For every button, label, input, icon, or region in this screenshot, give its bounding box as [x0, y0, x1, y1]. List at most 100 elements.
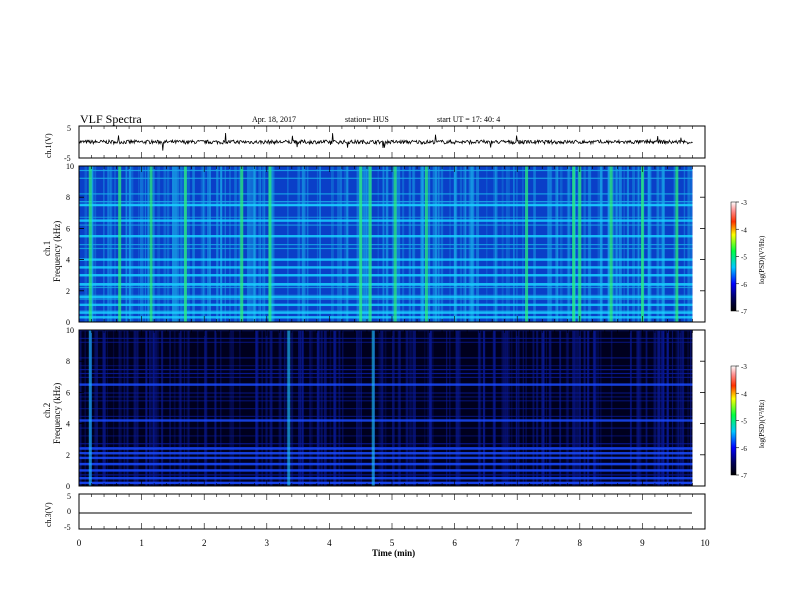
spectrogram-noise-column [660, 166, 663, 322]
spectrogram-noise-column [492, 330, 494, 486]
spectrogram-noise-column [94, 166, 97, 322]
x-tick-label: 9 [640, 538, 645, 548]
spectrogram-texture [79, 427, 693, 429]
spectrogram-texture [79, 400, 693, 402]
spectrogram-bright-column [287, 330, 291, 486]
ch2-colorbar-label: log(PSD)(V²/Hz) [758, 399, 766, 448]
spectrogram-noise-column [265, 330, 268, 486]
spectrogram-texture [79, 396, 693, 398]
spectrogram-noise-column [566, 166, 570, 322]
spectrogram-ytick-label: 4 [66, 420, 70, 429]
spectrogram-noise-column [297, 166, 301, 322]
spectrogram-band [79, 219, 693, 222]
spectrogram-noise-column [413, 330, 416, 486]
spectrogram-noise-column [173, 330, 176, 486]
spectrogram-noise-column [687, 330, 689, 486]
x-tick-label: 1 [139, 538, 144, 548]
x-tick-label: 7 [515, 538, 520, 548]
spectrogram-noise-column [458, 330, 461, 486]
spectrogram-noise-column [421, 166, 424, 322]
spectrogram-noise-column [671, 330, 674, 486]
ch1-spectrogram-ylabel: Frequency (kHz) [52, 221, 62, 282]
spectrogram-noise-column [432, 166, 435, 322]
spectrogram-no-data [692, 330, 705, 486]
spectrogram-noise-column [265, 330, 268, 486]
spectrogram-noise-column [153, 330, 156, 486]
spectrogram-noise-column [565, 330, 569, 486]
spectrogram-noise-column [123, 330, 126, 486]
spectrogram-noise-column [357, 330, 361, 486]
spectrogram-noise-column [612, 166, 615, 322]
spectrogram-noise-column [525, 330, 527, 486]
spectrogram-noise-column [422, 166, 425, 322]
spectrogram-noise-column [410, 330, 413, 486]
spectrogram-band [79, 462, 693, 466]
spectrogram-noise-column [220, 166, 222, 322]
spectrogram-noise-column [397, 166, 401, 322]
spectrogram-noise-column [377, 166, 379, 322]
spectrogram-noise-column [113, 166, 117, 322]
spectrogram-noise-column [169, 330, 171, 486]
spectrogram-noise-column [366, 166, 370, 322]
spectrogram-noise-column [128, 166, 131, 322]
spectrogram-noise-column [483, 330, 486, 486]
spectrogram-noise-column [424, 330, 426, 486]
spectrogram-noise-column [196, 330, 199, 486]
spectrogram-noise-column [178, 330, 182, 486]
spectrogram-noise-column [493, 166, 496, 322]
spectrogram-noise-column [649, 166, 652, 322]
spectrogram-noise-column [301, 166, 305, 322]
spectrogram-bright-column [88, 330, 92, 486]
spectrogram-noise-column [384, 330, 387, 486]
spectrogram-noise-column [493, 330, 496, 486]
colorbar-tick-label: -4 [741, 226, 747, 234]
spectrogram-noise-column [214, 330, 217, 486]
spectrogram-noise-column [107, 166, 110, 322]
spectrogram-noise-column [505, 166, 509, 322]
spectrogram-band [79, 235, 693, 238]
spectrogram-bright-column [88, 166, 92, 322]
spectrogram-ytick-label: 10 [66, 162, 74, 171]
spectrogram-noise-column [385, 166, 389, 322]
spectrogram-texture [79, 193, 693, 195]
spectrogram-noise-column [477, 330, 481, 486]
spectrogram-noise-column [493, 330, 495, 486]
spectrogram-noise-column [559, 166, 563, 322]
spectrogram-noise-column [247, 166, 250, 322]
spectrogram-noise-column [449, 166, 451, 322]
spectrogram-noise-column [363, 166, 367, 322]
figure-title: VLF Spectra [80, 112, 142, 126]
spectrogram-noise-column [459, 166, 463, 322]
spectrogram-noise-column [689, 330, 692, 486]
spectrogram-noise-column [205, 330, 208, 486]
spectrogram-noise-column [317, 330, 320, 486]
spectrogram-noise-column [493, 330, 496, 486]
spectrogram-texture [79, 201, 693, 203]
spectrogram-noise-column [623, 166, 625, 322]
spectrogram-texture [79, 177, 693, 179]
spectrogram-noise-column [673, 166, 675, 322]
spectrogram-noise-column [661, 330, 663, 486]
spectrogram-noise-column [572, 330, 575, 486]
spectrogram-noise-column [435, 166, 438, 322]
spectrogram-noise-column [145, 330, 148, 486]
spectrogram-noise-column [252, 166, 255, 322]
spectrogram-noise-column [187, 166, 190, 322]
colorbar-tick-label: -3 [741, 199, 747, 207]
spectrogram-texture [79, 415, 693, 417]
spectrogram-noise-column [610, 330, 613, 486]
spectrogram-noise-column [249, 166, 252, 322]
spectrogram-noise-column [262, 166, 265, 322]
spectrogram-noise-column [129, 166, 132, 322]
spectrogram-noise-column [382, 330, 384, 486]
spectrogram-noise-column [298, 330, 301, 486]
spectrogram-bright-column [149, 166, 153, 322]
spectrogram-noise-column [331, 166, 334, 322]
spectrogram-noise-column [653, 330, 657, 486]
spectrogram-noise-column [618, 166, 622, 322]
spectrogram-noise-column [346, 166, 348, 322]
spectrogram-noise-column [437, 166, 440, 322]
ch1-waveform-ytick-bottom: -5 [64, 154, 71, 163]
spectrogram-noise-column [263, 166, 266, 322]
x-tick-label: 0 [77, 538, 82, 548]
